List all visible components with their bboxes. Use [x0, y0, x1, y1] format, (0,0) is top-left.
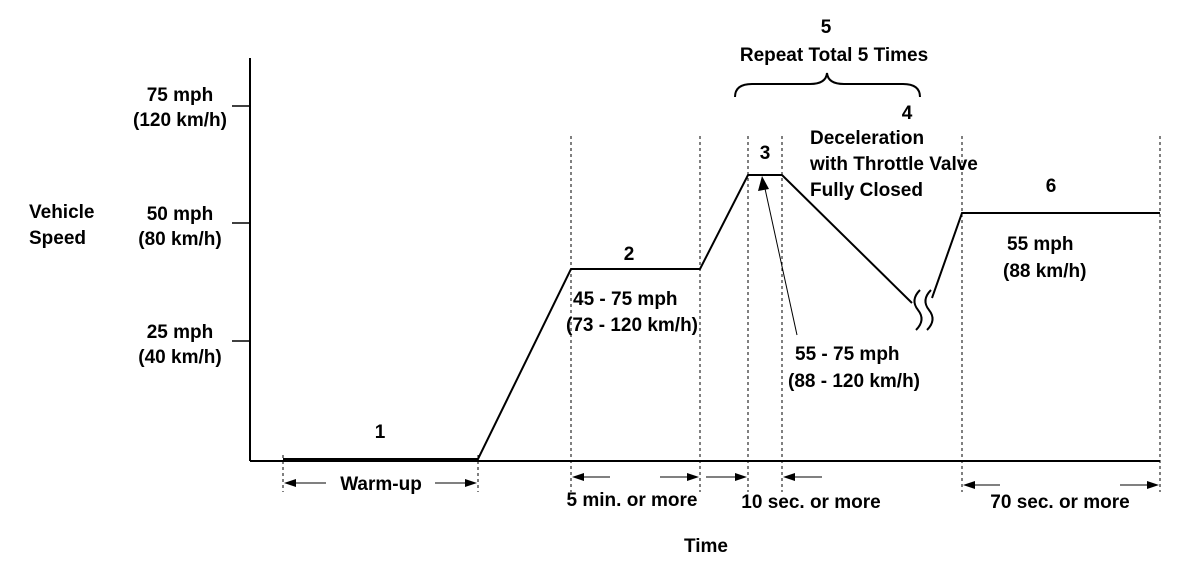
- step3-speed-kmh: (88 - 120 km/h): [788, 371, 920, 392]
- speed-trace-step6: [931, 212, 1160, 299]
- y-tick-label-25-kmh: (40 km/h): [138, 347, 221, 368]
- y-tick-label-25-mph: 25 mph: [147, 322, 214, 343]
- step3-pointer-arrow: [763, 183, 798, 336]
- step-number-1: 1: [375, 422, 386, 443]
- duration-step2: 5 min. or more: [567, 490, 698, 511]
- deceleration-label-line3: Fully Closed: [810, 180, 923, 201]
- step2-duration-arrowhead-right: [687, 473, 699, 481]
- step-number-3: 3: [760, 143, 771, 164]
- duration-warmup: Warm-up: [340, 474, 422, 495]
- step2-speed-mph: 45 - 75 mph: [573, 289, 678, 310]
- step6-speed-kmh: (88 km/h): [1003, 261, 1086, 282]
- y-axis-title-line1: Vehicle: [29, 202, 95, 223]
- break-squiggle-left: [913, 289, 923, 331]
- step-number-6: 6: [1046, 176, 1057, 197]
- step-number-2: 2: [624, 244, 635, 265]
- step6-duration-arrowhead-right: [1147, 481, 1159, 489]
- step3-speed-mph: 55 - 75 mph: [795, 344, 900, 365]
- repeat-brace: [734, 72, 921, 98]
- step3-duration-arrowhead-left: [735, 473, 747, 481]
- duration-step3: 10 sec. or more: [741, 492, 880, 513]
- speed-trace-main: [283, 174, 913, 460]
- step2-duration-arrowhead-left: [572, 473, 584, 481]
- deceleration-label-line1: Deceleration: [810, 128, 924, 149]
- warmup-arrowhead-left: [284, 479, 296, 487]
- step-number-5: 5: [821, 17, 832, 38]
- step3-duration-arrowhead-right: [783, 473, 795, 481]
- step6-speed-mph: 55 mph: [1007, 234, 1074, 255]
- x-axis-title: Time: [684, 536, 728, 557]
- y-axis-title-line2: Speed: [29, 228, 86, 249]
- step-number-4: 4: [902, 103, 913, 124]
- y-tick-label-50-kmh: (80 km/h): [138, 229, 221, 250]
- break-squiggle-right: [924, 289, 934, 331]
- step2-speed-kmh: (73 - 120 km/h): [566, 315, 698, 336]
- step3-pointer-arrowhead: [758, 176, 769, 191]
- deceleration-label-line2: with Throttle Valve: [809, 154, 978, 175]
- step6-duration-arrowhead-left: [963, 481, 975, 489]
- y-tick-label-75-kmh: (120 km/h): [133, 110, 227, 131]
- duration-step6: 70 sec. or more: [990, 492, 1129, 513]
- repeat-label: Repeat Total 5 Times: [740, 45, 928, 66]
- y-tick-label-50-mph: 50 mph: [147, 204, 214, 225]
- y-tick-label-75-mph: 75 mph: [147, 85, 214, 106]
- warmup-arrowhead-right: [465, 479, 477, 487]
